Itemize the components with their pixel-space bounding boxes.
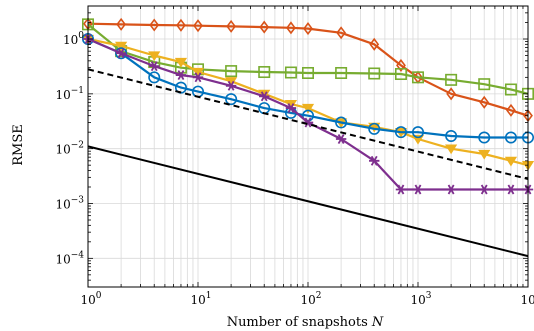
y-tick-label: 10−4 (55, 250, 84, 266)
x-axis-label: Number of snapshots N (227, 315, 384, 330)
point-triangle (445, 144, 458, 155)
point-circle (225, 93, 238, 106)
point-triangle (148, 51, 161, 62)
point-star (225, 80, 237, 91)
point-triangle (191, 67, 205, 78)
x-tick-label: 101 (190, 291, 211, 307)
series-line (87, 22, 529, 117)
series-0-diamond (83, 17, 533, 123)
y-tick-label: 10−2 (55, 141, 84, 157)
point-diamond (369, 37, 380, 51)
point-circle (335, 116, 348, 129)
point-triangle (301, 103, 315, 114)
series-6-solid-reference (87, 145, 529, 258)
point-star (175, 70, 187, 81)
point-diamond (286, 21, 296, 35)
point-diamond (446, 87, 457, 101)
point-circle (368, 122, 381, 135)
point-star (479, 184, 490, 195)
point-star (445, 184, 457, 195)
point-square (368, 67, 381, 80)
point-circle (504, 131, 517, 144)
point-square (411, 71, 424, 84)
point-square (258, 66, 271, 79)
point-star (285, 103, 297, 114)
point-diamond (336, 26, 347, 40)
point-square (478, 78, 491, 91)
point-diamond (176, 18, 186, 32)
point-star (369, 155, 380, 166)
series-line (87, 145, 529, 258)
point-star (412, 184, 424, 195)
point-square (225, 65, 238, 78)
point-star (192, 72, 204, 83)
point-circle (411, 126, 424, 139)
point-square (504, 83, 517, 96)
point-square (284, 66, 297, 79)
point-diamond (149, 18, 160, 32)
point-triangle (115, 41, 128, 52)
point-diamond (226, 19, 237, 33)
x-tick-label: 100 (80, 291, 101, 307)
x-tick-label: 102 (300, 291, 321, 307)
point-circle (148, 71, 161, 84)
point-square (445, 73, 458, 86)
y-tick-label: 10−1 (55, 86, 84, 102)
axis-ticks: 100 101 102 103 104 10−4 10−3 10−2 10−1 100 (55, 5, 534, 307)
point-diamond (259, 20, 270, 34)
point-diamond (396, 58, 406, 72)
point-diamond (193, 19, 203, 33)
x-tick-label: 104 (520, 291, 534, 307)
point-square (301, 66, 314, 79)
point-square (394, 68, 407, 81)
point-star (149, 61, 160, 72)
point-star (335, 134, 347, 144)
point-triangle (174, 57, 188, 68)
y-axis-label: RMSE (11, 124, 26, 166)
point-diamond (479, 95, 490, 109)
point-star (505, 184, 517, 195)
grid-lines (87, 6, 529, 287)
point-diamond (506, 103, 516, 117)
series-4-star (82, 34, 534, 195)
y-tick-label: 100 (63, 31, 84, 47)
point-star (115, 48, 127, 59)
point-triangle (478, 149, 491, 160)
series-line (87, 68, 529, 180)
x-axis-label-variable: N (371, 315, 384, 330)
point-circle (478, 131, 491, 144)
series-5-dashed-reference (87, 68, 529, 180)
point-diamond (303, 22, 313, 36)
series-line (87, 23, 529, 95)
x-tick-label: 103 (410, 291, 431, 307)
x-axis-label-text: Number of snapshots (227, 315, 372, 330)
y-tick-label: 10−3 (55, 196, 84, 212)
point-triangle (504, 156, 518, 167)
series-group (81, 17, 534, 258)
point-circle (394, 126, 407, 139)
point-square (335, 66, 348, 79)
point-star (395, 184, 407, 195)
point-diamond (116, 17, 127, 31)
point-circle (445, 130, 458, 143)
series-line (87, 37, 528, 139)
point-star (259, 91, 270, 102)
